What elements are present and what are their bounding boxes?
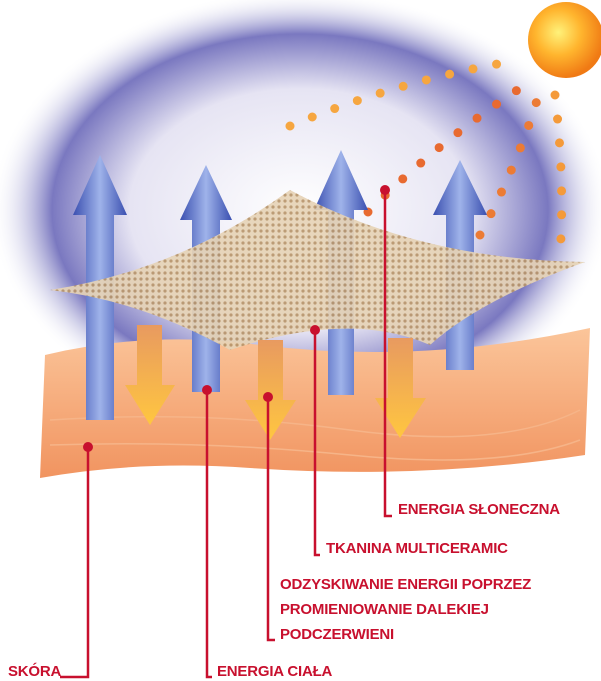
label: SKÓRA — [8, 662, 62, 680]
sun — [528, 2, 601, 78]
diagram: ENERGIA SŁONECZNA TKANINA MULTICERAMIC O… — [0, 0, 601, 681]
label: ODZYSKIWANIE ENERGII POPRZEZ — [280, 576, 531, 593]
label: PODCZERWIENI — [280, 626, 394, 643]
label: ENERGIA SŁONECZNA — [398, 501, 560, 518]
label: ENERGIA CIAŁA — [217, 663, 333, 680]
label: PROMIENIOWANIE DALEKIEJ — [280, 601, 489, 618]
label: TKANINA MULTICERAMIC — [326, 540, 508, 557]
